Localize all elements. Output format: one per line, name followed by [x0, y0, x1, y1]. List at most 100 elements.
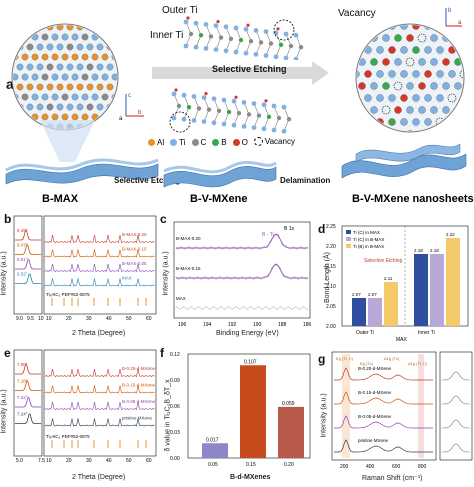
atom-al — [91, 53, 99, 61]
atom-ti — [382, 34, 390, 42]
series-label: MAX — [122, 276, 132, 281]
atom-ti — [283, 31, 289, 37]
atom-ti — [436, 94, 444, 102]
atom-al — [96, 25, 104, 31]
tick-label: 190 — [253, 322, 262, 328]
atom-ti — [71, 73, 79, 81]
atom-al — [41, 53, 49, 61]
panel-b-xlabel: 2 Theta (Degree) — [72, 330, 126, 337]
panel-c-xlabel: Binding Energy (eV) — [216, 330, 279, 337]
atom-ti — [36, 63, 44, 71]
right-trace — [44, 368, 155, 378]
atom-o — [364, 70, 372, 78]
atom-ti — [364, 94, 372, 102]
atom-o — [276, 27, 280, 31]
atom-ti — [56, 43, 64, 51]
zoom-trace — [441, 395, 471, 405]
left-trace — [15, 229, 41, 241]
panel-d: d Bond Length (Å) 2.00 2.05 2.10 2.15 2.20 2.… — [316, 212, 474, 342]
tick-label: 50 — [126, 316, 132, 322]
atom-o — [246, 23, 250, 27]
bvmxene-lattice-illustration — [355, 23, 465, 133]
atom-c — [46, 103, 54, 111]
atom-c — [226, 109, 232, 115]
atom-ti — [193, 44, 199, 50]
series-label: B-0.20-d-MXene — [358, 366, 392, 371]
tick-label: 60 — [146, 316, 152, 322]
atom-ti — [406, 130, 414, 131]
peak-label: 9.47° — [17, 243, 28, 248]
atom-ti — [424, 46, 432, 54]
legend-entry-b: B — [212, 138, 227, 147]
atom-ti — [430, 34, 438, 42]
atom-ti — [430, 82, 438, 90]
legend-label: Ti (B) in B-MAX — [353, 244, 384, 249]
atom-ti — [281, 104, 287, 110]
panel-c-letter: c — [160, 212, 167, 226]
tick-label: 30 — [86, 458, 92, 464]
atom-o — [412, 25, 420, 30]
bar-value-label: 0.107 — [244, 359, 257, 365]
atom-ti — [358, 34, 366, 42]
caption-nanosheets: B-V-MXene nanosheets — [352, 193, 474, 205]
atom-c — [198, 33, 204, 38]
atom-ti — [442, 106, 450, 114]
panel-g-xlabel: Raman Shift (cm⁻¹) — [362, 475, 423, 482]
atom-al — [106, 25, 114, 31]
atom-b — [394, 34, 402, 42]
atom-o — [388, 46, 396, 54]
atom-c — [268, 41, 274, 46]
right-trace — [44, 401, 155, 411]
highlight-band — [342, 354, 350, 458]
bar-value-label: 0.017 — [206, 437, 219, 443]
tick-label: 800 — [418, 464, 427, 470]
panel-b-letter: b — [4, 212, 12, 226]
atom-ti — [231, 98, 237, 104]
atom-ti — [76, 103, 84, 111]
xps-raw — [175, 233, 309, 250]
peak-label: 7.22° — [17, 395, 28, 400]
atom-ti — [66, 103, 74, 111]
legend-swatch — [253, 137, 263, 146]
atom-ti — [233, 49, 239, 55]
bvmxene-sheet — [163, 160, 277, 188]
atom-al — [26, 83, 34, 91]
atom-ti — [406, 106, 414, 114]
panel-e: e Intensity (a.u.) 5.0 7.5 7.00° 7.18° 7.22°… — [0, 346, 158, 486]
right-trace — [44, 385, 155, 394]
left-trace — [15, 413, 41, 424]
atom-ti — [213, 23, 219, 28]
atom-ti — [81, 93, 89, 101]
atom-o — [234, 95, 238, 99]
tick-label: 40 — [106, 458, 112, 464]
left-trace — [15, 243, 41, 255]
legend-entry-vacancy: Vacancy — [253, 137, 295, 146]
vacancy-mark — [447, 93, 457, 103]
legend-label: B — [221, 138, 227, 147]
atom-ti — [424, 94, 432, 102]
element-legend: Al Ti C B O Vacancy — [148, 137, 348, 149]
atom-ti — [253, 28, 259, 33]
atom-c — [266, 114, 272, 119]
vacancy-mark — [417, 33, 427, 43]
atom-b — [388, 118, 396, 126]
atom-ti — [357, 70, 360, 78]
atom-ti — [418, 58, 426, 66]
vacancy-mark — [357, 25, 361, 31]
atom-ti — [76, 43, 84, 51]
atom-ti — [263, 29, 269, 34]
category-label: Inner Ti — [418, 330, 435, 336]
atom-o — [174, 88, 178, 92]
atom-ti — [96, 63, 104, 71]
zoom-trace — [441, 371, 471, 381]
legend-swatch — [232, 139, 240, 146]
atom-ti — [370, 82, 378, 90]
atom-ti — [116, 123, 117, 129]
atom-ti — [66, 63, 74, 71]
left-trace — [15, 273, 41, 284]
tick-label: 2.05 — [326, 304, 336, 310]
atom-ti — [41, 93, 49, 101]
atom-c — [186, 105, 192, 110]
atom-al — [71, 53, 79, 61]
atom-ti — [261, 126, 267, 132]
